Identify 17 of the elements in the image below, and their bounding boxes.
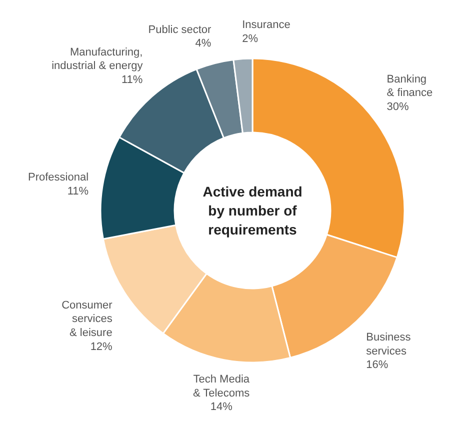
data-label: 4% — [195, 38, 212, 50]
slice-label: Manufacturing, industrial & energy — [52, 46, 144, 72]
slice-label: Tech Media & Telecoms — [192, 374, 250, 400]
text: Active demand by number of requirements — [202, 183, 302, 238]
slice-label: Consumer services & leisure — [62, 299, 113, 340]
data-label: 12% — [90, 340, 113, 353]
slice-label: Professional — [28, 172, 89, 184]
data-label: 14% — [210, 401, 233, 414]
slice-label: Banking & finance — [386, 73, 433, 100]
data-label: 11% — [122, 74, 143, 86]
slice-label: Business services — [366, 332, 412, 358]
data-label: 30% — [386, 100, 410, 113]
data-label: 2% — [242, 32, 258, 45]
data-label: 16% — [366, 359, 388, 372]
slice-label: Insurance — [242, 19, 290, 32]
data-label: 11% — [67, 185, 89, 198]
slice-label: Public sector — [148, 24, 212, 36]
